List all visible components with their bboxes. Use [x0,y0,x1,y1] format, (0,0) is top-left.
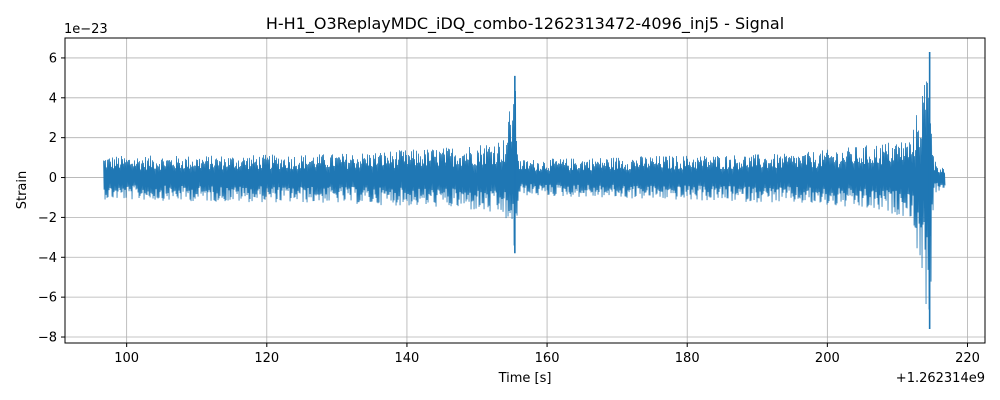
y-tick-label: 6 [49,51,57,66]
x-tick-label: 140 [395,351,420,366]
chart-title: H-H1_O3ReplayMDC_iDQ_combo-1262313472-40… [266,14,784,34]
x-axis: 100 120 140 160 180 200 220 [114,343,980,366]
plot-frame [64,37,986,344]
y-tick-label: −6 [38,291,57,306]
y-tick-label: −4 [38,251,57,266]
y-axis: −8 −6 −4 −2 0 2 4 6 [38,51,65,346]
x-tick-label: 220 [955,351,980,366]
x-offset-label: +1.262314e9 [896,371,985,386]
y-scale-label: 1e−23 [64,22,108,37]
y-tick-label: 2 [49,131,57,146]
series-layer [103,51,946,330]
y-tick-label: −2 [38,211,57,226]
x-tick-label: 180 [675,351,700,366]
x-tick-label: 100 [114,351,139,366]
signal-series-line [103,81,946,310]
y-tick-label: 0 [49,171,57,186]
x-tick-label: 200 [815,351,840,366]
x-axis-label: Time [s] [498,371,552,386]
x-tick-label: 160 [535,351,560,366]
y-axis-label: Strain [15,171,30,210]
y-tick-label: −8 [38,331,57,346]
y-tick-label: 4 [49,91,57,106]
x-tick-label: 120 [254,351,279,366]
